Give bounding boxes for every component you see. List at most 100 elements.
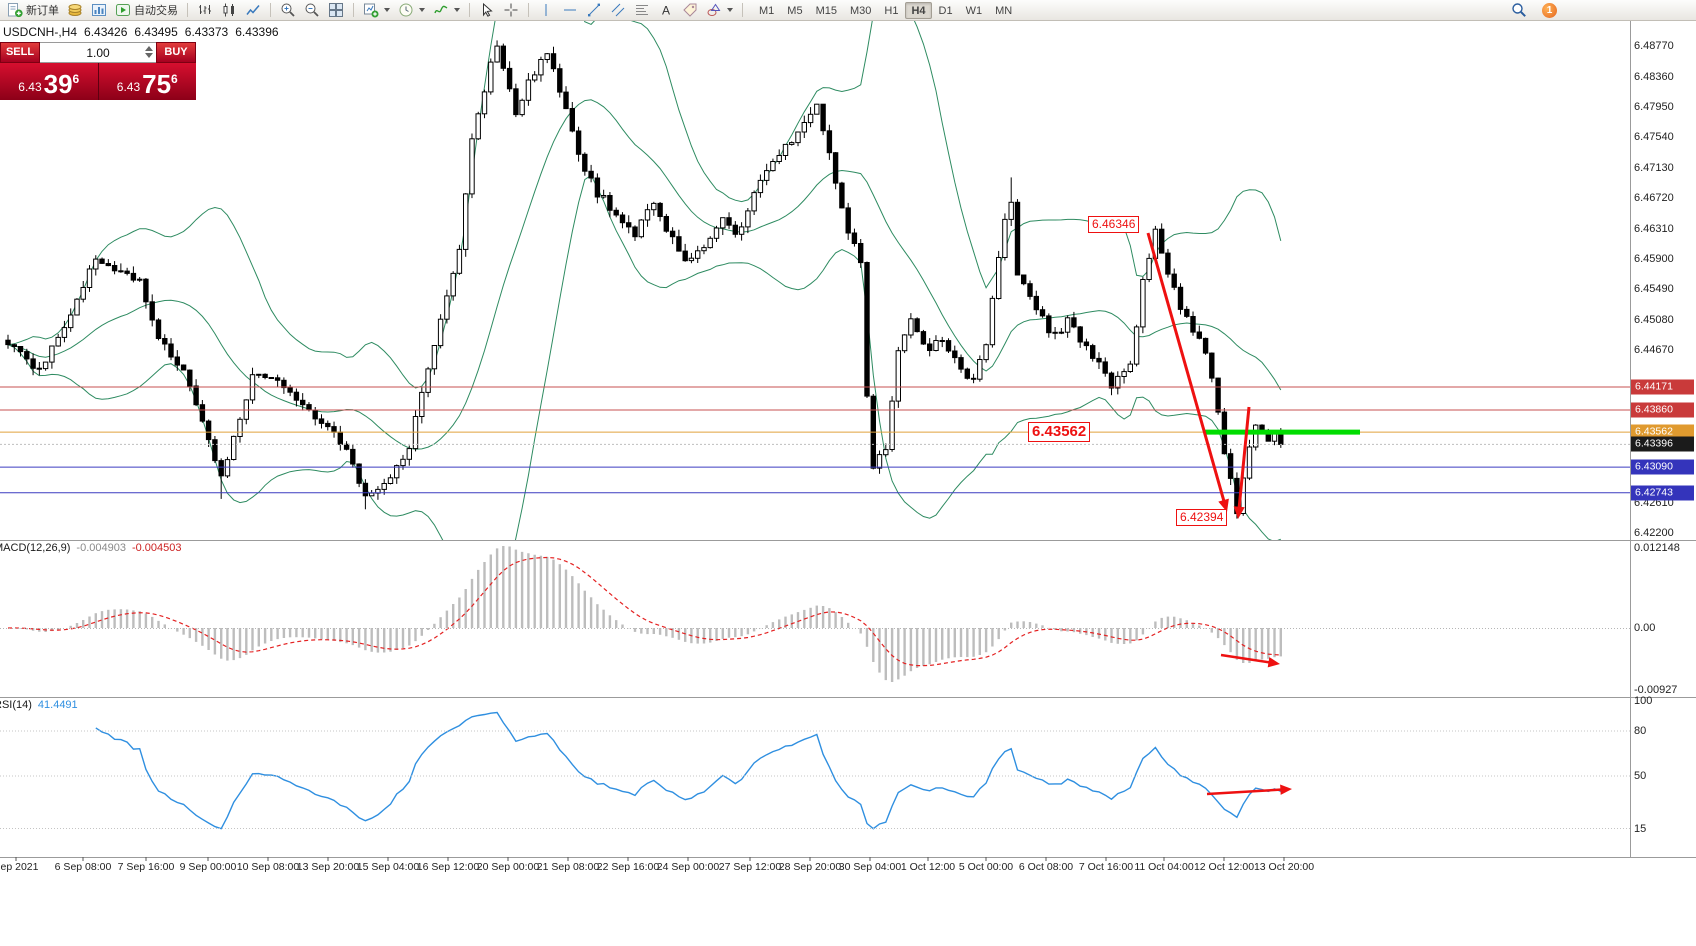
timeframe-h4-button[interactable]: H4 xyxy=(905,1,932,19)
fibonacci-icon[interactable] xyxy=(631,1,653,19)
buy-price[interactable]: 6.43 75 6 xyxy=(98,63,196,100)
tile-windows-icon[interactable] xyxy=(325,1,347,19)
autotrading-label: 自动交易 xyxy=(134,5,178,17)
volume-up-button[interactable] xyxy=(145,46,153,51)
label-icon[interactable] xyxy=(679,1,701,19)
ohlc-low: 6.43373 xyxy=(184,25,229,39)
volume-spinner xyxy=(145,46,153,58)
cursor-icon[interactable] xyxy=(476,1,498,19)
timeframe-w1-button[interactable]: W1 xyxy=(965,4,983,17)
price-axis-badge: 6.42743 xyxy=(1631,485,1694,501)
time-axis-label: 7 Oct 16:00 xyxy=(1078,861,1134,873)
time-axis-label: 12 Oct 12:00 xyxy=(1193,861,1255,873)
trendline-icon[interactable] xyxy=(583,1,605,19)
time-axis-label: 5 Oct 00:00 xyxy=(958,861,1014,873)
price-axis-label: 6.45080 xyxy=(1634,313,1674,326)
deposit-icon[interactable] xyxy=(64,1,86,19)
time-axis-label: 20 Sep 00:00 xyxy=(476,861,540,873)
shapes-button[interactable] xyxy=(703,1,736,19)
price-axis-label: 6.42200 xyxy=(1634,527,1674,539)
new-chart-button[interactable] xyxy=(360,1,393,19)
time-axis-label: 1 Oct 12:00 xyxy=(900,861,956,873)
rsi-label: RSI(14) 41.4491 xyxy=(0,699,78,711)
ohlc-close: 6.43396 xyxy=(235,25,279,39)
horizontal-line-icon[interactable] xyxy=(559,1,581,19)
sell-price[interactable]: 6.43 39 6 xyxy=(0,63,99,100)
macd-axis-label: 0.012148 xyxy=(1634,542,1680,554)
buy-button[interactable]: BUY xyxy=(156,42,196,63)
notification-badge[interactable]: 1 xyxy=(1542,2,1557,18)
bar-chart-icon[interactable] xyxy=(194,1,216,19)
candlestick-icon[interactable] xyxy=(218,1,240,19)
toolbar-separator xyxy=(353,3,354,17)
volume-input[interactable]: 1.00 xyxy=(40,42,156,63)
macd-label: MACD(12,26,9) -0.004903 -0.004503 xyxy=(0,542,182,554)
macd-axis-label: 0.00 xyxy=(1634,622,1656,634)
new-order-button[interactable]: 新订单 xyxy=(4,1,62,19)
toolbar-separator xyxy=(469,3,470,17)
price-annotation[interactable]: 6.46346 xyxy=(1088,216,1140,233)
crosshair-icon[interactable] xyxy=(500,1,522,19)
price-axis-badge: 6.43396 xyxy=(1631,436,1694,452)
charts-icon[interactable] xyxy=(88,1,110,19)
profiles-button[interactable] xyxy=(395,1,428,19)
price-axis-label: 6.45490 xyxy=(1634,283,1674,296)
indicators-button[interactable] xyxy=(430,1,463,19)
time-axis-label: 11 Oct 04:00 xyxy=(1134,861,1194,873)
shapes-icon xyxy=(706,2,722,18)
vertical-line-icon[interactable] xyxy=(535,1,557,19)
time-axis-label: 15 Sep 04:00 xyxy=(356,861,420,873)
timeframe-h1-button[interactable]: H1 xyxy=(884,4,899,17)
timeframe-m15-button[interactable]: M15 xyxy=(815,4,837,17)
price-annotation[interactable]: 6.43562 xyxy=(1028,422,1091,442)
price-axis-badge: 6.43090 xyxy=(1631,459,1694,475)
zoom-out-icon[interactable] xyxy=(301,1,323,19)
time-axis-label: 13 Sep 20:00 xyxy=(296,861,360,873)
toolbar-separator xyxy=(270,3,271,17)
autotrading-icon xyxy=(115,2,131,18)
timeframe-m1-button[interactable]: M1 xyxy=(759,4,775,17)
price-axis-badge: 6.43860 xyxy=(1631,402,1694,418)
time-axis-label: 9 Sep 00:00 xyxy=(179,861,237,873)
autotrading-button[interactable]: 自动交易 xyxy=(112,1,181,19)
timeframe-d1-button[interactable]: D1 xyxy=(938,4,953,17)
clock-icon xyxy=(398,2,414,18)
price-axis-label: 6.44670 xyxy=(1634,344,1674,357)
rsi-axis-label: 80 xyxy=(1634,725,1647,737)
sell-button[interactable]: SELL xyxy=(0,42,40,63)
chevron-down-icon xyxy=(384,8,390,12)
rsi-axis-label: 15 xyxy=(1634,822,1647,835)
time-axis-label: 28 Sep 20:00 xyxy=(778,861,842,873)
new-order-icon xyxy=(7,2,23,18)
time-axis-label: 10 Sep 08:00 xyxy=(236,861,300,873)
channel-icon[interactable] xyxy=(607,1,629,19)
price-axis-label: 6.47130 xyxy=(1634,161,1674,174)
text-icon[interactable]: A xyxy=(655,1,677,19)
volume-value: 1.00 xyxy=(86,45,110,60)
toolbar-separator xyxy=(187,3,188,17)
line-chart-icon[interactable] xyxy=(242,1,264,19)
volume-down-button[interactable] xyxy=(145,53,153,58)
price-axis-label: 6.45900 xyxy=(1634,252,1674,265)
timeframe-group: M1 M5 M15 M30 H1 H4 D1 W1 MN xyxy=(753,1,1018,19)
zoom-in-icon[interactable] xyxy=(277,1,299,19)
search-icon[interactable] xyxy=(1508,1,1530,19)
toolbar-separator xyxy=(528,3,529,17)
indicators-icon xyxy=(433,2,449,18)
rsi-axis-label: 50 xyxy=(1634,770,1647,782)
timeframe-m5-button[interactable]: M5 xyxy=(787,4,803,17)
toolbar: 新订单 自动交易 A M1 M5 M15 M30 H1 H4 D1 W1 MN 1 xyxy=(0,0,1696,21)
time-axis-label: 13 Oct 20:00 xyxy=(1253,861,1315,873)
time-axis-label: 24 Sep 00:00 xyxy=(656,861,720,873)
macd-axis-label: -0.00927 xyxy=(1634,684,1678,696)
time-axis-label: 16 Sep 12:00 xyxy=(416,861,480,873)
chart-ohlc-header: USDCNH-,H4 6.43426 6.43495 6.43373 6.433… xyxy=(3,25,279,39)
new-order-label: 新订单 xyxy=(26,5,59,17)
price-annotation[interactable]: 6.42394 xyxy=(1176,509,1228,526)
price-axis-label: 6.48360 xyxy=(1634,70,1674,83)
time-axis-label: 21 Sep 08:00 xyxy=(536,861,600,873)
timeframe-m30-button[interactable]: M30 xyxy=(849,4,872,17)
timeframe-mn-button[interactable]: MN xyxy=(995,4,1013,17)
symbol-period: USDCNH-,H4 xyxy=(3,25,78,39)
